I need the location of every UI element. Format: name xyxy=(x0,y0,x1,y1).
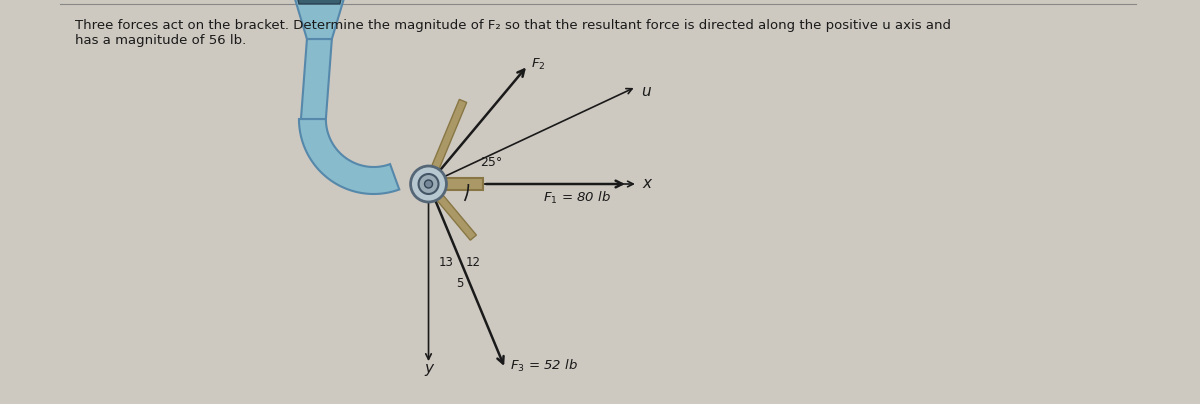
Text: 12: 12 xyxy=(466,256,481,269)
Polygon shape xyxy=(301,39,332,119)
Text: $F_2$: $F_2$ xyxy=(530,57,545,72)
Polygon shape xyxy=(431,178,484,190)
Circle shape xyxy=(410,166,446,202)
Text: Three forces act on the bracket. Determine the magnitude of F₂ so that the resul: Three forces act on the bracket. Determi… xyxy=(74,19,950,32)
Text: 5: 5 xyxy=(456,277,463,290)
Polygon shape xyxy=(296,0,342,4)
Text: x: x xyxy=(643,177,652,191)
Text: 13: 13 xyxy=(438,256,454,269)
Text: u: u xyxy=(641,84,650,99)
Text: 25°: 25° xyxy=(480,156,503,169)
Text: y: y xyxy=(424,361,433,376)
Polygon shape xyxy=(289,0,349,39)
Polygon shape xyxy=(432,189,476,240)
Polygon shape xyxy=(428,99,467,176)
Text: has a magnitude of 56 lb.: has a magnitude of 56 lb. xyxy=(74,34,246,47)
Circle shape xyxy=(419,174,438,194)
Circle shape xyxy=(425,180,432,188)
Polygon shape xyxy=(299,119,400,194)
Text: $F_1$ = 80 lb: $F_1$ = 80 lb xyxy=(544,190,611,206)
Text: $F_3$ = 52 lb: $F_3$ = 52 lb xyxy=(510,358,578,374)
